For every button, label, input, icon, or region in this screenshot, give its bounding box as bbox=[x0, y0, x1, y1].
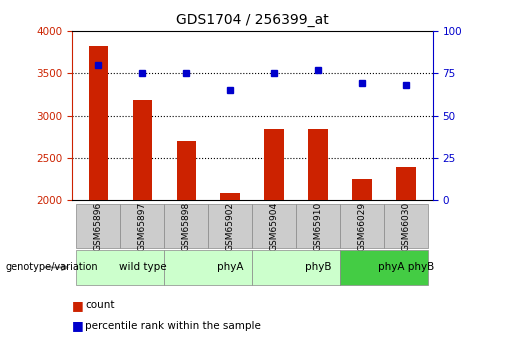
Bar bbox=[89, 46, 108, 200]
Bar bbox=[132, 100, 152, 200]
FancyBboxPatch shape bbox=[164, 250, 252, 285]
Text: ■: ■ bbox=[72, 319, 84, 333]
FancyBboxPatch shape bbox=[340, 204, 384, 248]
Bar bbox=[177, 141, 196, 200]
FancyBboxPatch shape bbox=[77, 250, 164, 285]
Text: GSM65902: GSM65902 bbox=[226, 201, 235, 250]
Bar bbox=[220, 193, 241, 200]
Title: GDS1704 / 256399_at: GDS1704 / 256399_at bbox=[176, 13, 329, 27]
Text: phyA phyB: phyA phyB bbox=[378, 263, 434, 272]
FancyBboxPatch shape bbox=[209, 204, 252, 248]
Bar bbox=[264, 129, 284, 200]
Text: count: count bbox=[85, 300, 114, 310]
Bar bbox=[308, 129, 328, 200]
Text: GSM66029: GSM66029 bbox=[358, 201, 367, 250]
Text: genotype/variation: genotype/variation bbox=[5, 263, 98, 272]
Text: phyB: phyB bbox=[305, 263, 332, 272]
FancyBboxPatch shape bbox=[384, 204, 428, 248]
FancyBboxPatch shape bbox=[77, 204, 121, 248]
Bar bbox=[352, 179, 372, 200]
Text: GSM66030: GSM66030 bbox=[402, 201, 411, 250]
FancyBboxPatch shape bbox=[252, 204, 296, 248]
FancyBboxPatch shape bbox=[252, 250, 340, 285]
Text: GSM65904: GSM65904 bbox=[270, 201, 279, 250]
FancyBboxPatch shape bbox=[340, 250, 428, 285]
Text: phyA: phyA bbox=[217, 263, 244, 272]
Text: ■: ■ bbox=[72, 299, 84, 312]
Bar bbox=[397, 167, 416, 200]
Text: wild type: wild type bbox=[118, 263, 166, 272]
Text: GSM65896: GSM65896 bbox=[94, 201, 103, 250]
Text: percentile rank within the sample: percentile rank within the sample bbox=[85, 321, 261, 331]
FancyBboxPatch shape bbox=[164, 204, 209, 248]
FancyBboxPatch shape bbox=[121, 204, 164, 248]
Text: GSM65897: GSM65897 bbox=[138, 201, 147, 250]
FancyBboxPatch shape bbox=[296, 204, 340, 248]
Text: GSM65898: GSM65898 bbox=[182, 201, 191, 250]
Text: GSM65910: GSM65910 bbox=[314, 201, 323, 250]
